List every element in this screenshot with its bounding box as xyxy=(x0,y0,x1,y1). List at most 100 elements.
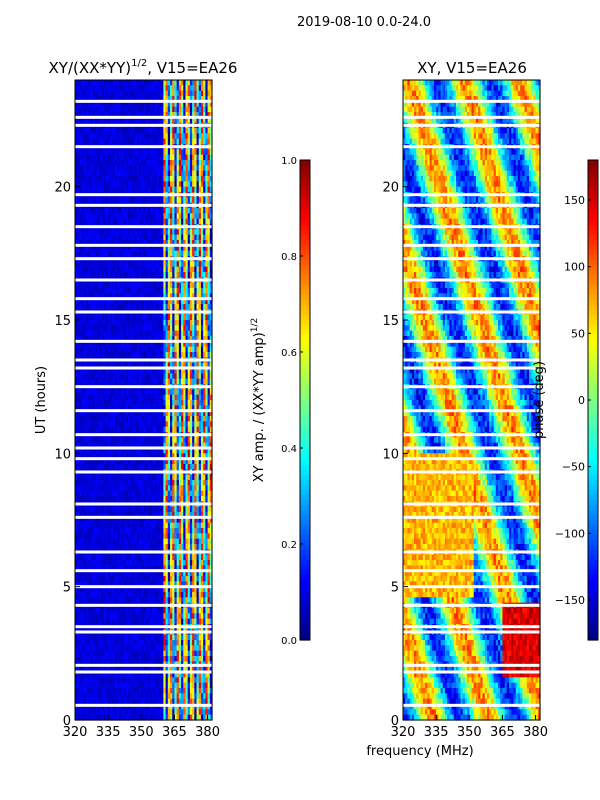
heatmap-cell xyxy=(207,80,211,86)
heatmap-cell xyxy=(134,106,138,113)
heatmap-cell xyxy=(77,138,81,145)
heatmap-cell xyxy=(207,138,211,145)
heatmap-cell xyxy=(167,133,171,140)
heatmap-cell xyxy=(209,96,213,102)
heatmap-cell xyxy=(128,96,131,102)
heatmap-cell xyxy=(198,160,202,166)
heatmap-cell xyxy=(77,197,81,204)
heatmap-cell xyxy=(128,149,131,156)
heatmap-cell xyxy=(196,96,200,102)
heatmap-cell xyxy=(200,133,204,140)
heatmap-cell xyxy=(139,176,142,182)
heatmap-cell xyxy=(97,96,100,102)
heatmap-cell xyxy=(209,154,213,161)
heatmap-cell xyxy=(165,80,169,86)
heatmap-cell xyxy=(97,197,100,204)
heatmap-cell xyxy=(101,106,105,113)
heatmap-cell xyxy=(88,106,92,113)
heatmap-cell xyxy=(165,101,169,108)
heatmap-cell xyxy=(112,96,116,102)
heatmap-cell xyxy=(125,165,129,172)
heatmap-cell xyxy=(108,197,111,204)
heatmap-cell xyxy=(192,181,195,188)
heatmap-cell xyxy=(200,85,204,92)
heatmap-cell xyxy=(163,90,167,97)
heatmap-cell xyxy=(203,170,206,177)
heatmap-cell xyxy=(108,85,111,92)
heatmap-cell xyxy=(174,149,178,156)
heatmap-cell xyxy=(123,128,127,134)
heatmap-cell xyxy=(101,165,105,172)
heatmap-cell xyxy=(132,149,136,156)
heatmap-cell xyxy=(97,128,100,134)
heatmap-cell xyxy=(207,170,211,177)
heatmap-cell xyxy=(170,186,173,193)
heatmap-cell xyxy=(108,128,111,134)
heatmap-cell xyxy=(116,117,120,124)
heatmap-cell xyxy=(150,112,153,118)
heatmap-cell xyxy=(176,96,180,102)
heatmap-cell xyxy=(207,85,211,92)
heatmap-cell xyxy=(97,138,100,145)
heatmap-cell xyxy=(205,85,209,92)
heatmap-cell xyxy=(143,133,147,140)
heatmap-cell xyxy=(163,106,167,113)
heatmap-cell xyxy=(112,181,116,188)
heatmap-cell xyxy=(123,176,127,182)
heatmap-cell xyxy=(209,165,213,172)
heatmap-cell xyxy=(172,80,176,86)
heatmap-cell xyxy=(103,101,107,108)
heatmap-cell xyxy=(136,165,140,172)
heatmap-cell xyxy=(132,176,136,182)
heatmap-cell xyxy=(123,101,127,108)
heatmap-cell xyxy=(172,186,176,193)
heatmap-cell xyxy=(192,106,195,113)
heatmap-cell xyxy=(105,101,109,108)
heatmap-cell xyxy=(88,128,92,134)
left-panel-title: XY/(XX*YY)1/2, V15=EA26 xyxy=(49,58,238,77)
heatmap-cell xyxy=(170,117,173,124)
heatmap-cell xyxy=(77,181,81,188)
heatmap-cell xyxy=(145,154,149,161)
heatmap-cell xyxy=(114,101,118,108)
heatmap-cell xyxy=(81,85,85,92)
heatmap-cell xyxy=(75,112,78,118)
heatmap-cell xyxy=(163,154,167,161)
heatmap-cell xyxy=(192,117,195,124)
heatmap-cell xyxy=(92,128,96,134)
heatmap-cell xyxy=(156,181,160,188)
heatmap-cell xyxy=(189,154,193,161)
heatmap-cell xyxy=(167,112,171,118)
heatmap-cell xyxy=(183,165,187,172)
heatmap-cell xyxy=(130,138,134,145)
heatmap-cell xyxy=(130,165,134,172)
heatmap-cell xyxy=(105,186,109,193)
heatmap-cell xyxy=(112,165,116,172)
heatmap-cell xyxy=(112,160,116,166)
heatmap-cell xyxy=(114,181,118,188)
heatmap-cell xyxy=(125,128,129,134)
heatmap-cell xyxy=(83,165,87,172)
heatmap-cell xyxy=(152,80,156,86)
heatmap-cell xyxy=(101,149,105,156)
heatmap-cell xyxy=(205,80,209,86)
heatmap-cell xyxy=(185,181,189,188)
heatmap-cell xyxy=(136,181,140,188)
heatmap-cell xyxy=(196,186,200,193)
heatmap-cell xyxy=(156,138,160,145)
heatmap-cell xyxy=(203,165,206,172)
heatmap-cell xyxy=(99,133,103,140)
heatmap-cell xyxy=(92,101,96,108)
heatmap-cell xyxy=(136,170,140,177)
heatmap-cell xyxy=(209,170,213,177)
heatmap-cell xyxy=(174,186,178,193)
heatmap-cell xyxy=(97,133,100,140)
heatmap-cell xyxy=(141,170,145,177)
heatmap-cell xyxy=(178,154,182,161)
heatmap-cell xyxy=(196,112,200,118)
heatmap-cell xyxy=(139,149,142,156)
heatmap-cell xyxy=(183,112,187,118)
heatmap-cell xyxy=(134,154,138,161)
heatmap-cell xyxy=(116,90,120,97)
heatmap-cell xyxy=(172,106,176,113)
